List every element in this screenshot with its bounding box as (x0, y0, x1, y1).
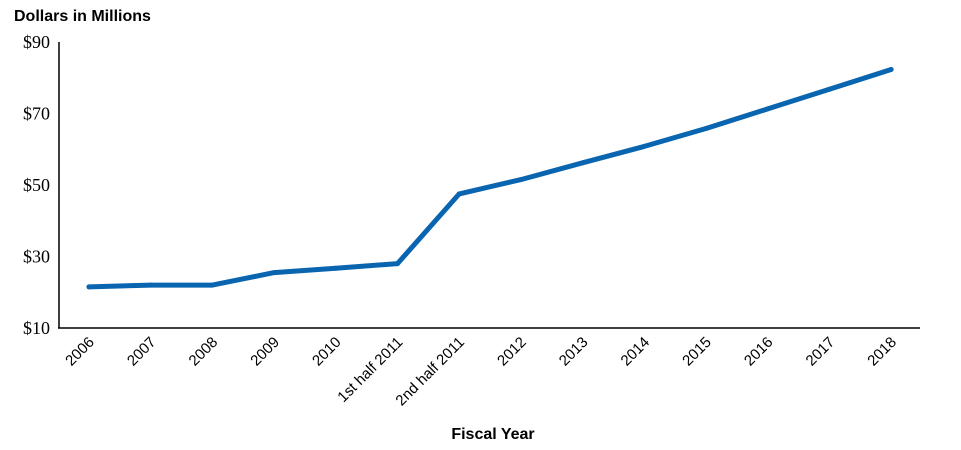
data-point (333, 265, 339, 271)
x-tick-label: 2007 (124, 334, 160, 370)
data-point (888, 67, 894, 73)
data-point (456, 191, 462, 197)
x-tick-label: 2009 (247, 334, 283, 370)
data-point (580, 160, 586, 166)
data-point (148, 282, 154, 288)
data-point (703, 126, 709, 132)
data-point (826, 86, 832, 92)
x-tick-label: 2012 (494, 334, 530, 370)
y-axis-ticks: $10 $30 $50 $70 $90 (23, 32, 50, 338)
data-point (271, 270, 277, 276)
y-tick-label: $70 (23, 104, 50, 124)
x-tick-label: 2013 (556, 334, 592, 370)
x-tick-label: 2018 (864, 334, 900, 370)
data-point (518, 177, 524, 183)
series-group (86, 67, 894, 290)
data-point (86, 284, 92, 290)
y-tick-label: $50 (23, 175, 50, 195)
data-point (765, 106, 771, 112)
data-point (395, 261, 400, 267)
data-point (209, 282, 215, 288)
x-tick-label: 2014 (618, 334, 654, 370)
data-point (641, 143, 647, 149)
y-tick-label: $10 (23, 318, 50, 338)
x-tick-label: 2016 (741, 334, 777, 370)
x-tick-label: 2017 (803, 334, 839, 370)
x-axis-title: Fiscal Year (451, 426, 535, 443)
y-tick-label: $30 (23, 247, 50, 267)
x-tick-label: 2015 (679, 334, 715, 370)
x-tick-label: 2010 (309, 334, 345, 370)
series-line (86, 67, 894, 290)
y-tick-label: $90 (23, 32, 50, 52)
x-tick-label: 2008 (186, 334, 222, 370)
x-tick-label: 2006 (62, 334, 98, 370)
y-axis-title: Dollars in Millions (14, 8, 151, 25)
